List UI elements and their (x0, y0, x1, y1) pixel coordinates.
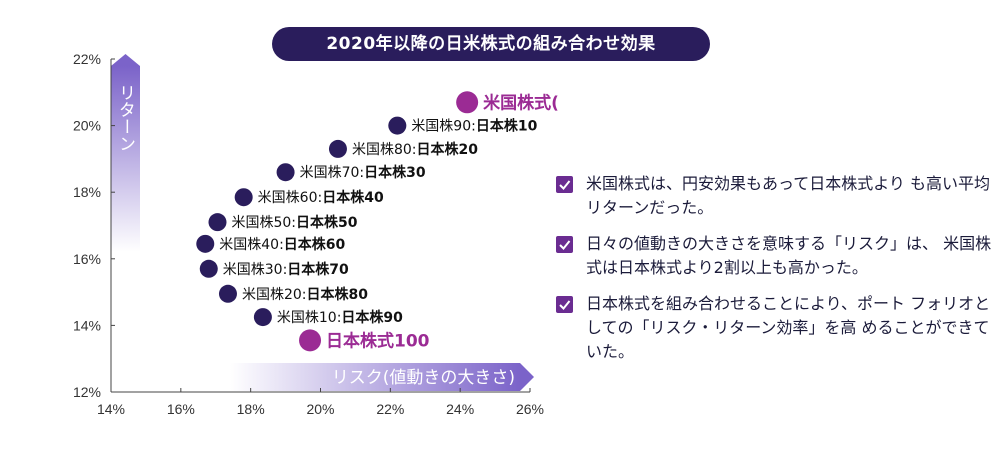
y-tick-label: 18% (73, 184, 101, 200)
x-tick-label: 20% (306, 401, 334, 417)
notes-list: 米国株式は、円安効果もあって日本株式より も高い平均リターンだった。 日々の値動… (556, 172, 996, 376)
point-label: 米国株60:日本株40 (258, 189, 384, 206)
note-item: 日本株式を組み合わせることにより、ポート フォリオとしての「リスク・リターン効率… (556, 292, 996, 364)
scatter-chart: リターン リスク(値動きの大きさ) 12%14%16%18%20%22% 14%… (73, 51, 560, 417)
y-tick-label: 12% (73, 384, 101, 400)
note-text: 日本株式を組み合わせることにより、ポート フォリオとしての「リスク・リターン効率… (586, 294, 991, 361)
data-point (299, 329, 322, 352)
checkbox-icon (556, 176, 573, 193)
y-axis-arrow (111, 54, 140, 252)
x-axis-arrow (230, 363, 534, 391)
data-point (234, 188, 253, 207)
note-text: 日々の値動きの大きさを意味する「リスク」は、 米国株式は日本株式より2割以上も高… (586, 234, 992, 277)
data-point (196, 234, 215, 253)
data-point (208, 213, 227, 232)
point-label: 米国株40:日本株60 (219, 236, 345, 253)
note-text: 米国株式は、円安効果もあって日本株式より も高い平均リターンだった。 (586, 174, 990, 217)
point-label: 米国株10:日本株90 (277, 309, 403, 326)
data-point (388, 116, 407, 135)
data-point (218, 284, 237, 303)
point-label: 米国株20:日本株80 (242, 286, 368, 303)
x-tick-label: 18% (237, 401, 265, 417)
point-label: 日本株式100 (326, 330, 430, 351)
y-tick-label: 16% (73, 251, 101, 267)
y-tick-label: 22% (73, 51, 101, 67)
checkbox-icon (556, 296, 573, 313)
x-tick-label: 16% (167, 401, 195, 417)
data-point (253, 308, 272, 327)
point-label: 米国株50:日本株50 (231, 214, 357, 231)
checkbox-icon (556, 236, 573, 253)
x-tick-label: 14% (97, 401, 125, 417)
data-point (199, 259, 218, 278)
x-tick-label: 22% (376, 401, 404, 417)
y-tick-label: 14% (73, 317, 101, 333)
data-point (328, 139, 347, 158)
point-label: 米国株90:日本株10 (411, 118, 537, 135)
point-label: 米国株80:日本株20 (352, 141, 478, 158)
note-item: 日々の値動きの大きさを意味する「リスク」は、 米国株式は日本株式より2割以上も高… (556, 232, 996, 280)
x-axis-label: リスク(値動きの大きさ) (332, 368, 515, 388)
y-axis-label: リターン (115, 84, 135, 152)
data-point (276, 163, 295, 182)
note-item: 米国株式は、円安効果もあって日本株式より も高い平均リターンだった。 (556, 172, 996, 220)
data-point (456, 91, 479, 114)
y-tick-label: 20% (73, 118, 101, 134)
chart-title: 2020年以降の日米株式の組み合わせ効果 (272, 27, 710, 61)
point-label: 米国株式(円ベース)100 (483, 92, 560, 113)
point-label: 米国株30:日本株70 (223, 261, 349, 278)
point-label: 米国株70:日本株30 (300, 164, 426, 181)
x-tick-label: 24% (446, 401, 474, 417)
x-tick-label: 26% (516, 401, 544, 417)
